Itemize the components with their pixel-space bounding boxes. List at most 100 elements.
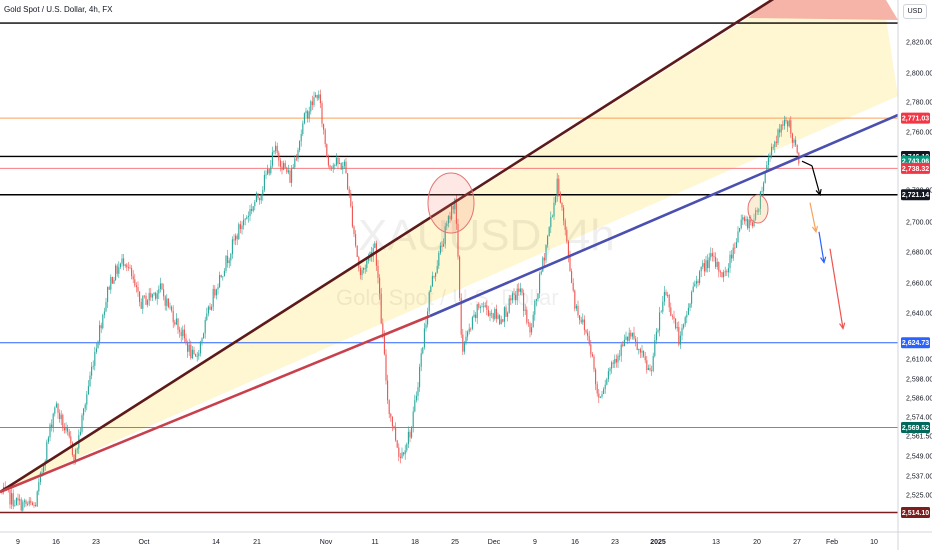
candle-body xyxy=(83,408,85,416)
candle-body xyxy=(708,257,710,268)
candle-body xyxy=(156,293,158,299)
trendline-lower xyxy=(0,314,431,494)
candle-body xyxy=(612,362,614,364)
candle-body xyxy=(92,365,94,367)
candle-body xyxy=(79,431,81,436)
trendline-upper xyxy=(0,0,775,494)
candle-body xyxy=(593,356,595,370)
candle-body xyxy=(399,456,401,458)
candle-body xyxy=(713,256,715,258)
candle-body xyxy=(159,283,161,290)
candle-body xyxy=(577,305,579,316)
candle-body xyxy=(353,226,355,235)
candle-body xyxy=(646,360,648,370)
candle-body xyxy=(211,306,213,310)
candle-body xyxy=(327,157,329,166)
candle-body xyxy=(276,145,278,153)
candle-body xyxy=(321,103,323,124)
candle-body xyxy=(307,111,309,119)
candle-body xyxy=(289,170,291,183)
candle-body xyxy=(787,121,789,127)
candle-body xyxy=(404,450,406,455)
time-tick-label: 11 xyxy=(371,539,378,546)
candle-body xyxy=(617,355,619,363)
candle-body xyxy=(740,219,742,229)
candle-body xyxy=(529,323,531,333)
candle-body xyxy=(635,338,637,342)
candle-body xyxy=(270,165,272,174)
candle-body xyxy=(390,414,392,417)
time-tick-label: 20 xyxy=(753,539,761,546)
candle-body xyxy=(721,272,723,278)
candle-body xyxy=(785,119,787,122)
candle-body xyxy=(207,306,209,314)
candle-body xyxy=(275,145,277,152)
candle-body xyxy=(508,298,510,313)
candle-body xyxy=(643,351,645,357)
candle-body xyxy=(388,400,390,415)
candle-body xyxy=(76,448,78,450)
candle-body xyxy=(33,505,35,506)
candle-body xyxy=(215,289,217,296)
time-tick-label: 9 xyxy=(16,539,20,546)
candle-body xyxy=(689,303,691,308)
candle-body xyxy=(663,291,665,302)
candle-body xyxy=(611,362,613,369)
candle-body xyxy=(166,298,168,306)
candle-body xyxy=(691,292,693,304)
candle-body xyxy=(670,307,672,316)
candle-body xyxy=(99,325,101,342)
candle-body xyxy=(219,275,221,288)
price-badge-label-4: 2,738.32 xyxy=(902,166,929,173)
candle-body xyxy=(308,111,310,119)
candle-body xyxy=(694,283,696,287)
candle-body xyxy=(415,395,417,401)
candle-body xyxy=(38,482,40,492)
candle-body xyxy=(561,202,563,208)
candle-body xyxy=(748,219,750,229)
candle-body xyxy=(22,502,24,511)
candle-body xyxy=(463,343,465,352)
candle-body xyxy=(167,298,169,308)
candle-body xyxy=(171,306,173,311)
candle-body xyxy=(268,169,270,174)
candle-body xyxy=(30,500,32,503)
candle-body xyxy=(543,257,545,261)
candle-body xyxy=(175,318,177,325)
currency-button[interactable]: USD xyxy=(903,4,927,19)
candle-body xyxy=(454,198,456,210)
candle-body xyxy=(569,256,571,272)
candle-body xyxy=(212,288,214,307)
candle-body xyxy=(393,426,395,428)
candle-body xyxy=(559,193,561,203)
candle-body xyxy=(697,281,699,284)
candle-body xyxy=(326,144,328,158)
candle-body xyxy=(396,440,398,448)
candle-body xyxy=(334,165,336,166)
candle-body xyxy=(35,505,37,507)
candle-body xyxy=(500,319,502,325)
time-tick-label: 21 xyxy=(253,539,261,546)
candle-body xyxy=(403,452,405,455)
candle-body xyxy=(623,339,625,346)
candle-body xyxy=(513,293,515,295)
candle-body xyxy=(108,287,110,290)
candle-body xyxy=(451,206,453,220)
candle-body xyxy=(609,368,611,372)
candle-body xyxy=(297,150,299,159)
candle-body xyxy=(20,499,22,511)
price-badge-6 xyxy=(901,337,930,349)
candle-body xyxy=(86,394,88,405)
candle-body xyxy=(614,359,616,364)
price-tick-label: 2,800.00 xyxy=(906,71,932,78)
candle-body xyxy=(239,224,241,230)
candle-body xyxy=(771,146,773,156)
candle-body xyxy=(681,327,683,336)
time-tick-label: 23 xyxy=(92,539,100,546)
annotations xyxy=(427,160,846,330)
candle-body xyxy=(774,141,776,147)
candle-body xyxy=(447,216,449,224)
candle-body xyxy=(441,245,443,247)
